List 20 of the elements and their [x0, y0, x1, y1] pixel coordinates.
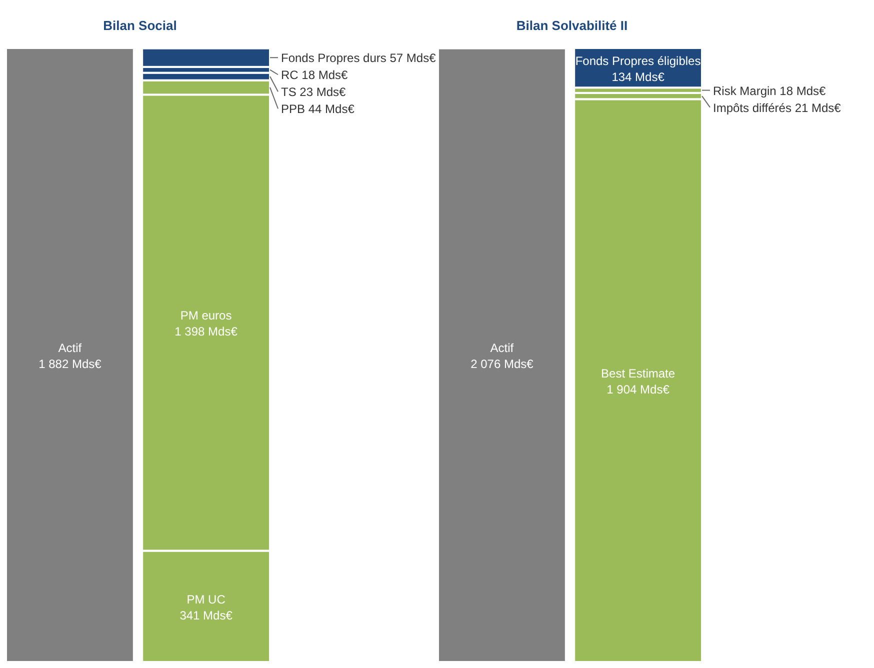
text: Impôts différés 21 Mds€ — [713, 100, 841, 115]
data-label: 1 904 Mds€ — [606, 382, 670, 397]
series-label: PM euros — [180, 308, 232, 323]
text: PPB 44 Mds€ — [281, 102, 354, 116]
data-label: 1 882 Mds€ — [38, 357, 102, 371]
text: TS 23 Mds€ — [281, 85, 346, 100]
series-label: Best Estimate — [601, 366, 676, 381]
text: Fonds Propres durs 57 Mds€ — [281, 51, 436, 66]
data-label: 2 076 Mds€ — [470, 357, 534, 372]
data-label: 341 Mds€ — [180, 608, 233, 622]
text: RC 18 Mds€ — [281, 68, 348, 82]
series-label: Actif — [58, 341, 82, 355]
text: Risk Margin 18 Mds€ — [713, 84, 826, 98]
data-label: 1 398 Mds€ — [174, 324, 238, 339]
data-label: 134 Mds€ — [612, 70, 665, 84]
series-label: PM UC — [186, 592, 226, 606]
chart-title: Bilan Solvabilité II — [516, 18, 628, 33]
series-label: Fonds Propres éligibles — [575, 54, 701, 68]
series-label: Actif — [490, 341, 514, 356]
chart-title: Bilan Social — [103, 18, 177, 33]
